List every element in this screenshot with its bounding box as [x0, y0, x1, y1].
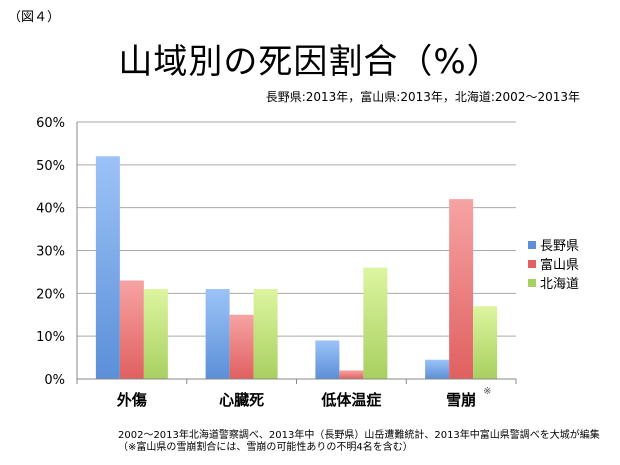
bar-北海道 [143, 289, 168, 379]
bar-長野県 [425, 359, 450, 379]
legend-label: 北海道 [540, 277, 580, 292]
legend-item: 富山県 [528, 254, 579, 273]
chart-subtitle: 長野県:2013年，富山県:2013年，北海道:2002〜2013年 [265, 90, 580, 104]
x-tick-label: 低体温症 [320, 391, 381, 409]
y-tick-label: 10% [36, 330, 65, 345]
legend-item: 北海道 [528, 273, 579, 292]
y-tick-label: 30% [36, 245, 65, 260]
y-tick-label: 50% [36, 159, 65, 174]
x-tick-label: 雪崩 [446, 391, 476, 409]
figure-label: （図４） [8, 10, 61, 25]
note-line: （※富山県の雪崩割合には、雪崩の可能性ありの不明4名を含む） [118, 442, 413, 453]
bar-長野県 [315, 340, 340, 379]
note-line: 2002〜2013年北海道警察調べ、2013年中（長野県）山岳遭難統計、2013… [118, 430, 600, 441]
legend: 長野県 富山県 北海道 [528, 235, 579, 292]
bar-富山県 [119, 280, 144, 379]
bar-北海道 [473, 306, 498, 379]
x-tick-label: 外傷 [116, 391, 147, 409]
bar-北海道 [363, 267, 388, 379]
bar-長野県 [205, 289, 230, 379]
legend-label: 長野県 [540, 239, 580, 254]
x-tick-label: 心臓死 [219, 391, 264, 409]
bar-富山県 [339, 370, 364, 379]
legend-swatch [528, 240, 536, 249]
legend-swatch [528, 278, 536, 287]
bar-富山県 [229, 314, 254, 379]
chart-title: 山域別の死因割合（%） [118, 42, 502, 82]
legend-label: 富山県 [540, 258, 580, 273]
bar-長野県 [95, 156, 120, 379]
source-note: 2002〜2013年北海道警察調べ、2013年中（長野県）山岳遭難統計、2013… [118, 430, 600, 454]
legend-swatch [528, 259, 536, 268]
y-tick-label: 0% [44, 373, 65, 388]
bar-富山県 [449, 199, 474, 379]
y-tick-label: 20% [36, 287, 65, 302]
footnote-mark: ※ [483, 386, 491, 397]
legend-item: 長野県 [528, 235, 579, 254]
bar-北海道 [253, 289, 278, 379]
y-tick-label: 60% [36, 116, 65, 131]
y-tick-label: 40% [36, 202, 65, 217]
